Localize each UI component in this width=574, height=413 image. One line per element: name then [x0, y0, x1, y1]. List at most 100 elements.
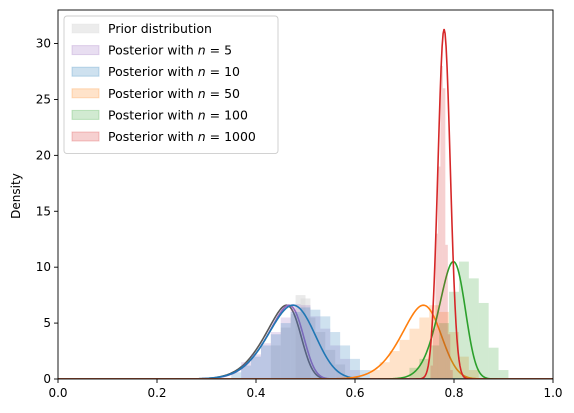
legend-label-prefix: Posterior with — [108, 86, 198, 101]
histogram-bar — [315, 332, 326, 379]
histogram-bar — [270, 345, 281, 379]
histogram-bar — [300, 307, 311, 379]
histogram-bar — [437, 166, 441, 379]
legend-label: Posterior with n = 100 — [108, 107, 248, 122]
histogram-bar — [432, 328, 436, 379]
x-tick-label: 0.8 — [444, 386, 463, 400]
legend-swatch — [71, 45, 100, 56]
legend-swatch — [71, 88, 100, 99]
histogram-bar — [488, 347, 499, 379]
histogram-bar — [447, 334, 451, 379]
legend-label-prefix: Posterior with — [108, 64, 198, 79]
histogram-bar — [478, 302, 489, 379]
histogram-bar — [458, 356, 469, 379]
legend-box — [63, 15, 279, 155]
histogram-bar — [310, 309, 321, 379]
histogram-bar — [340, 345, 351, 379]
histogram-bar — [280, 327, 291, 379]
y-axis-label: Density — [9, 173, 23, 219]
histogram-bar — [325, 349, 336, 379]
histogram-bar — [369, 370, 380, 379]
histogram-bar — [260, 345, 271, 379]
histogram-bar — [450, 370, 453, 379]
legend-n-symbol: n — [198, 129, 206, 144]
x-tick-label: 0.4 — [246, 386, 265, 400]
legend-n-symbol: n — [198, 64, 206, 79]
histogram-bar — [280, 317, 291, 379]
histogram-bar — [430, 365, 433, 379]
histogram-bar — [442, 88, 446, 379]
histogram-bar — [340, 358, 351, 379]
density-curve — [58, 304, 553, 379]
legend-label: Posterior with n = 5 — [108, 43, 232, 58]
legend-eq: = — [206, 43, 224, 58]
histogram-bar — [468, 278, 479, 379]
legend-swatch — [71, 23, 100, 34]
histogram-bar — [310, 316, 321, 379]
histogram-bar — [419, 358, 430, 379]
legend-eq: = — [206, 86, 224, 101]
legend-label-prefix: Posterior with — [108, 129, 198, 144]
histogram-bar — [335, 364, 346, 379]
y-tick-label: 0 — [43, 372, 51, 386]
histogram-bar — [409, 328, 420, 379]
histogram-bar — [379, 362, 390, 379]
plot-area — [58, 28, 553, 379]
histogram-bar — [429, 345, 440, 379]
histogram-bar — [290, 314, 301, 379]
legend-label-prefix: Posterior with — [108, 107, 198, 122]
legend-n-value: 1000 — [224, 129, 256, 144]
legend-swatch — [71, 66, 100, 77]
legend-n-symbol: n — [198, 43, 206, 58]
legend-label: Posterior with n = 50 — [108, 86, 240, 101]
axes: 0.0 0.2 0.4 0.6 0.8 1.0 0 5 10 15 20 25 30 — [36, 9, 563, 400]
histogram-bar — [350, 370, 360, 379]
histogram-bar — [445, 244, 448, 379]
legend-label: Posterior with n = 10 — [108, 64, 240, 79]
density-curve — [58, 304, 553, 379]
density-curve — [58, 260, 553, 379]
histogram-bar — [449, 332, 459, 379]
y-tick-label: 30 — [36, 37, 51, 51]
histogram-bar — [320, 316, 331, 379]
x-tick-label: 0.0 — [48, 386, 67, 400]
y-tick-label: 25 — [36, 92, 51, 106]
y-tick-label: 20 — [36, 148, 51, 162]
legend-label: Prior distribution — [108, 21, 212, 36]
histogram-bar — [498, 370, 509, 379]
histogram-bar — [419, 317, 430, 379]
legend-n-value: 5 — [224, 43, 232, 58]
histogram-bar — [330, 345, 341, 379]
histogram-bar — [468, 370, 479, 379]
histogram-bar — [280, 323, 291, 379]
y-tick-label: 5 — [43, 316, 51, 330]
histogram-bar — [251, 356, 261, 379]
x-tick-label: 1.0 — [543, 386, 562, 400]
histogram-bar — [389, 351, 400, 379]
histogram-bar — [231, 372, 242, 379]
histogram-bar — [241, 362, 252, 379]
histogram-bar — [251, 354, 261, 379]
histogram-bar — [305, 317, 316, 379]
histogram-bar — [260, 343, 271, 379]
legend-swatch — [71, 131, 100, 142]
histogram-bar — [409, 367, 420, 379]
legend-eq: = — [206, 107, 224, 122]
legend-n-symbol: n — [198, 86, 206, 101]
x-tick-label: 0.2 — [147, 386, 166, 400]
y-tick-label: 15 — [36, 204, 51, 218]
legend-eq: = — [206, 64, 224, 79]
legend-swatch — [71, 109, 100, 120]
density-curve — [58, 304, 553, 379]
histogram-bar — [435, 233, 438, 379]
histogram-bar — [399, 339, 410, 379]
legend-label: Posterior with n = 1000 — [108, 129, 256, 144]
legend-label-prefix: Prior distribution — [108, 21, 212, 36]
axes-frame — [57, 9, 554, 380]
legend-label-prefix: Posterior with — [108, 43, 198, 58]
legend-n-value: 100 — [224, 107, 248, 122]
legend-n-symbol: n — [198, 107, 206, 122]
legend-n-value: 10 — [224, 64, 240, 79]
